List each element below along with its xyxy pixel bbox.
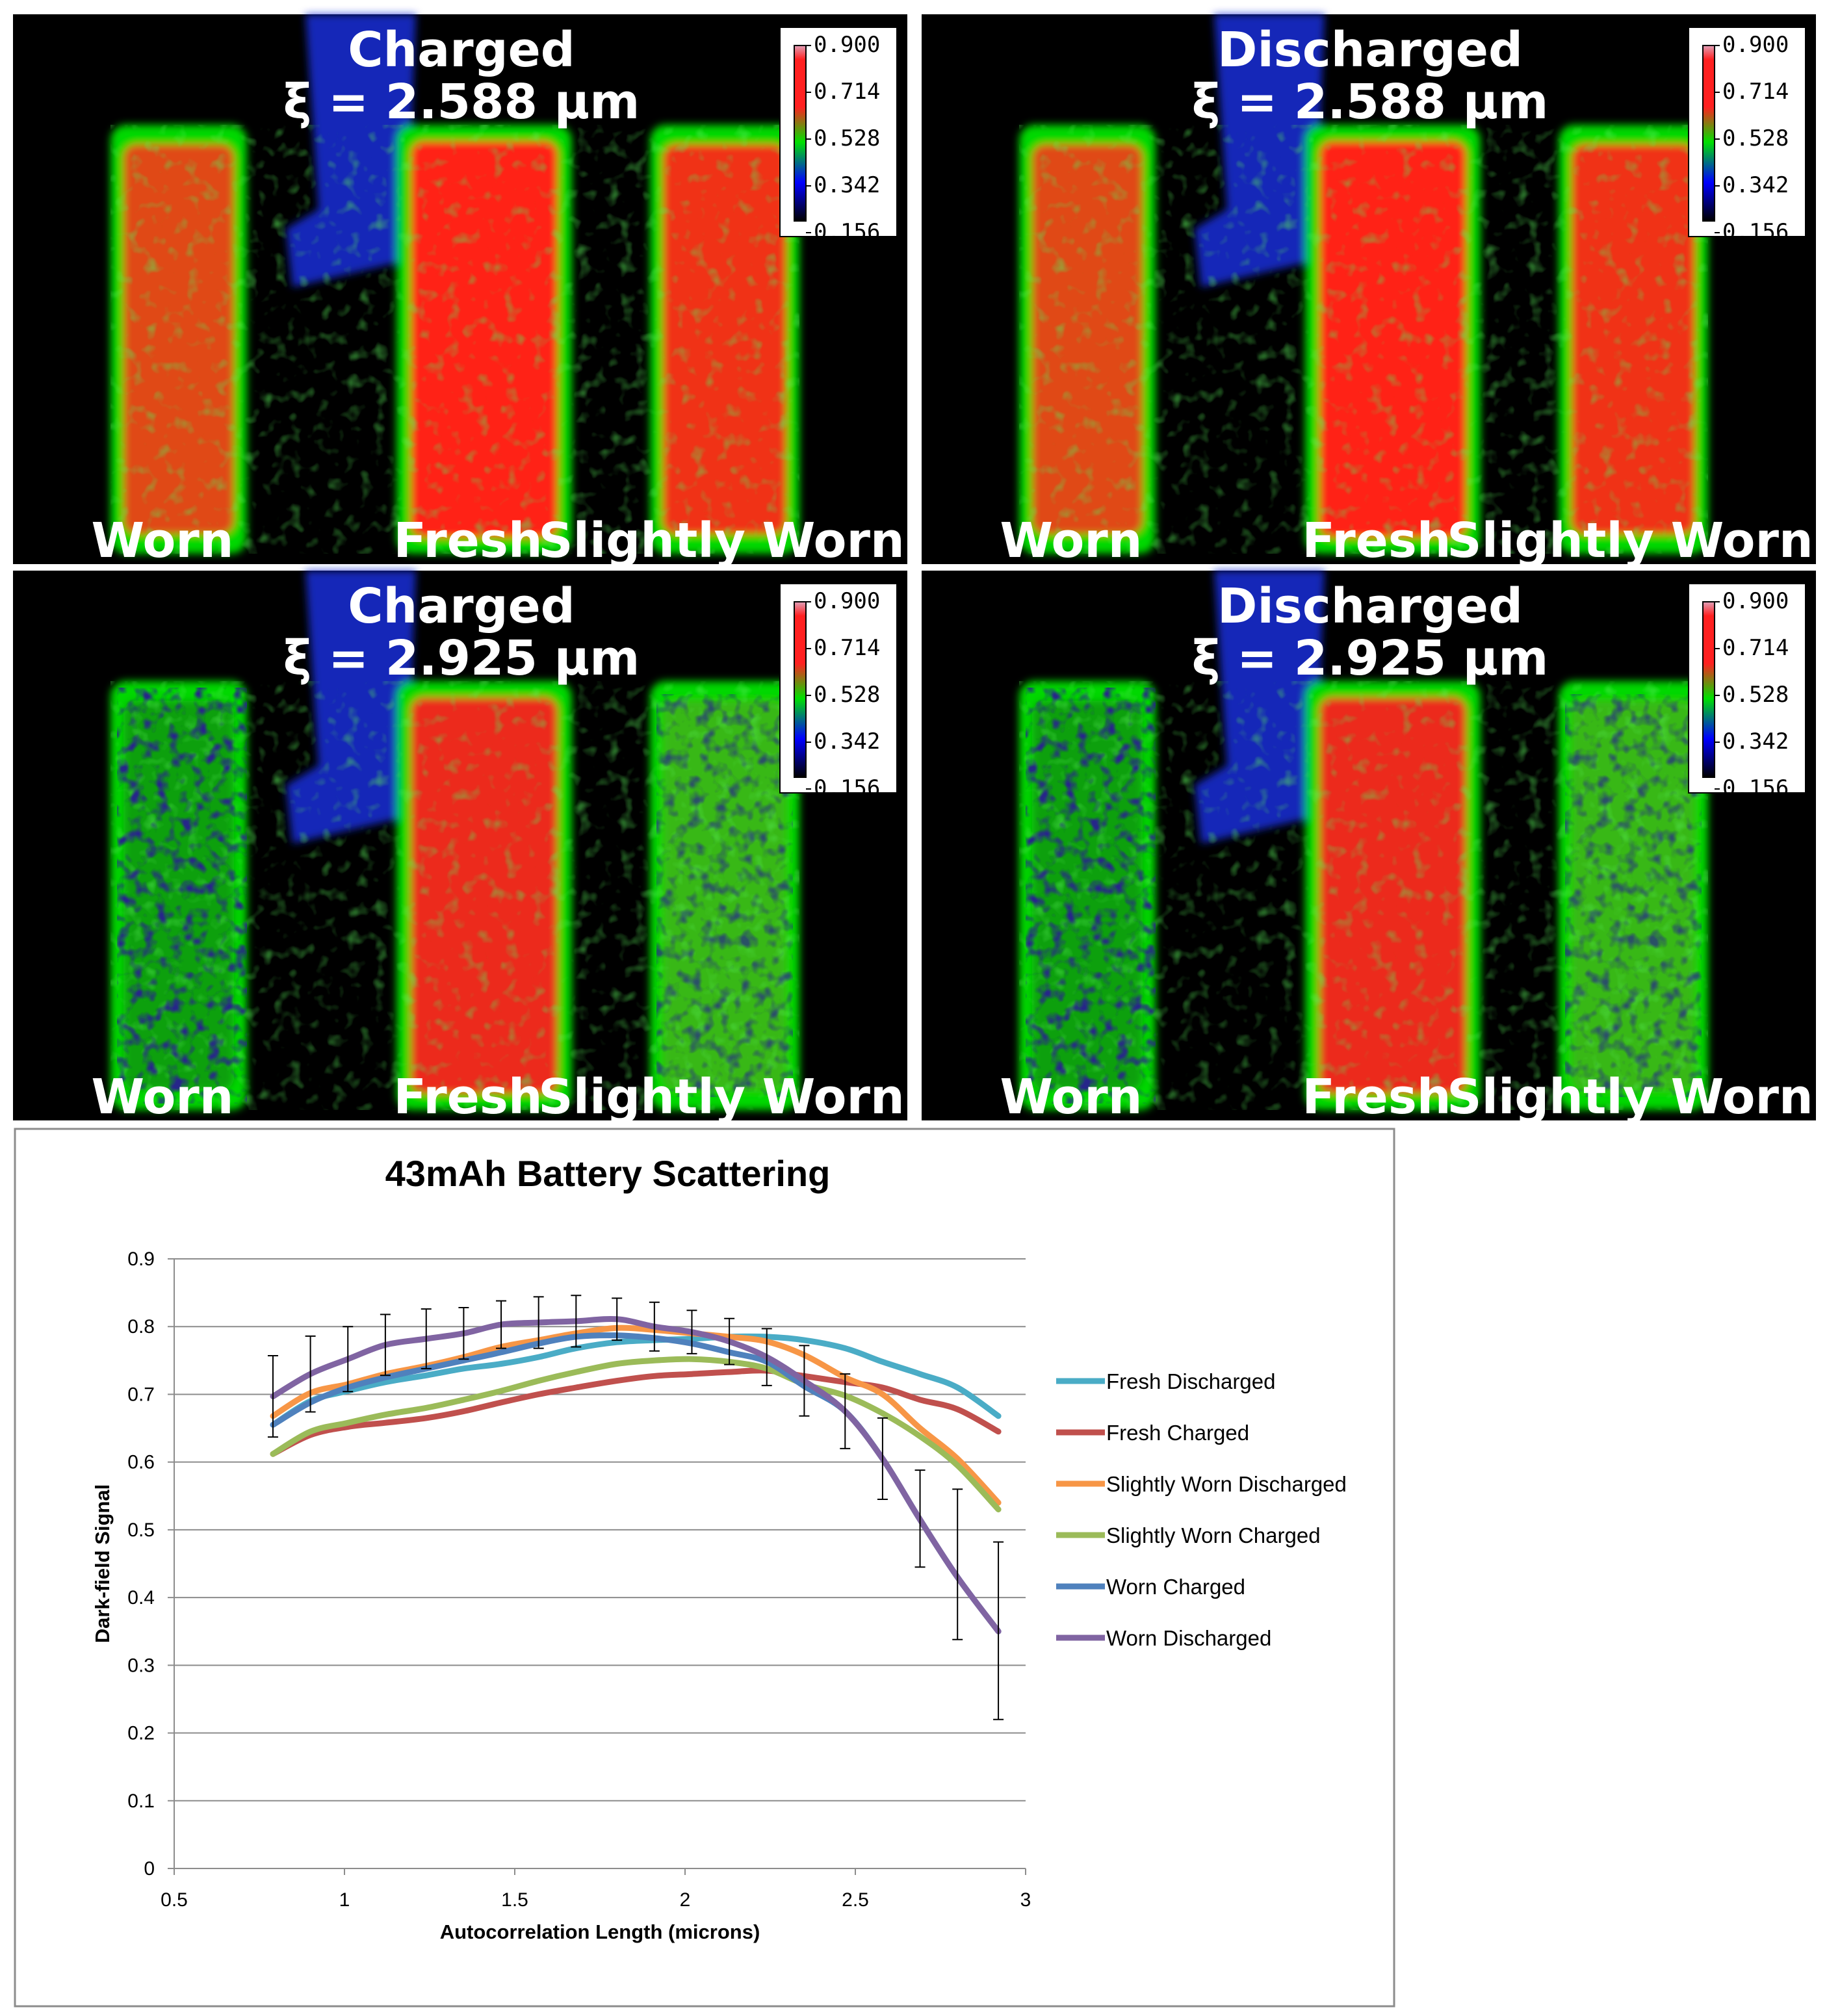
series-line (270, 1325, 1002, 1506)
panel-coherence-length: ξ = 2.588 μm (1192, 74, 1549, 130)
colorbar-tick-label: 0.714 (814, 635, 880, 661)
strip-label: Slightly Worn (538, 513, 904, 569)
speckle-texture (110, 125, 799, 554)
strip-label: Fresh (1302, 513, 1451, 569)
colorbar-tick-label: 0.342 (814, 172, 880, 198)
colorbar-tick-label: 0.528 (1722, 125, 1789, 151)
line-chart: 43mAh Battery Scattering 0 0.1 0.2 0.3 0.4 0.5… (14, 1128, 1395, 2008)
y-tick-label: 0.9 (127, 1248, 155, 1270)
colorbar-tick-label: 0.156 (1722, 219, 1789, 245)
x-axis-label: Autocorrelation Length (microns) (440, 1920, 760, 1943)
y-tick-label: 0.2 (127, 1723, 155, 1744)
x-tick-label: 0.5 (161, 1889, 188, 1911)
x-tick-label: 2.5 (842, 1889, 869, 1911)
legend-label: Fresh Charged (1106, 1421, 1249, 1445)
strip-label: Slightly Worn (538, 1069, 904, 1125)
legend-label: Worn Discharged (1106, 1626, 1271, 1650)
strip-label: Fresh (393, 513, 542, 569)
colorbar: 0.900 0.714 0.528 0.342 0.156 (1688, 583, 1806, 801)
colorbar-gradient (1702, 601, 1715, 778)
colorbar-gradient (1702, 45, 1715, 222)
colorbar-tick-label: 0.528 (814, 682, 880, 708)
y-axis-label: Dark-field Signal (91, 1484, 114, 1644)
legend-label: Fresh Discharged (1106, 1369, 1275, 1393)
colorbar-tick-label: 0.156 (814, 775, 880, 801)
series-line (270, 1333, 1002, 1428)
y-tick-label: 0.7 (127, 1384, 155, 1405)
colorbar: 0.900 0.714 0.528 0.342 0.156 (779, 583, 898, 801)
strip-label: Worn (91, 1069, 233, 1125)
worn-holes-texture (1026, 688, 1156, 1104)
slightly-worn-holes-texture (656, 694, 793, 1097)
strip-label: Worn (1000, 513, 1142, 569)
strip-label: Fresh (393, 1069, 542, 1125)
legend-label: Worn Charged (1106, 1575, 1245, 1599)
chart-title: 43mAh Battery Scattering (385, 1153, 831, 1194)
colorbar-tick-label: 0.342 (1722, 172, 1789, 198)
panel-coherence-length: ξ = 2.925 μm (283, 630, 640, 686)
x-tick-label: 1 (339, 1889, 350, 1911)
colorbar-gradient (794, 601, 807, 778)
colorbar-tick-label: 0.156 (1722, 775, 1789, 801)
colorbar-tick-label: 0.528 (1722, 682, 1789, 708)
panel-coherence-length: ξ = 2.925 μm (1192, 630, 1549, 686)
strip-label: Worn (91, 513, 233, 569)
colorbar-gradient (794, 45, 807, 222)
y-tick-label: 0.4 (127, 1587, 155, 1609)
y-tick-label: 0.6 (127, 1452, 155, 1473)
colorbar-tick-label: 0.900 (1722, 32, 1789, 58)
y-tick-label: 0 (144, 1858, 155, 1880)
y-tick-label: 0.3 (127, 1655, 155, 1676)
colorbar: 0.900 0.714 0.528 0.342 0.156 (1688, 27, 1806, 245)
colorbar-tick-label: 0.714 (1722, 635, 1789, 661)
y-tick-label: 0.8 (127, 1316, 155, 1338)
legend: Fresh Discharged Fresh Charged Slightly Wo… (1056, 1369, 1347, 1650)
series-line (270, 1367, 1002, 1457)
slightly-worn-holes-texture (1565, 694, 1702, 1097)
worn-holes-texture (117, 688, 247, 1104)
panel-title: Charged (348, 578, 575, 634)
colorbar-tick-label: 0.900 (814, 32, 880, 58)
strip-label: Slightly Worn (1447, 513, 1813, 569)
strip-label: Fresh (1302, 1069, 1451, 1125)
y-tick-label: 0.5 (127, 1519, 155, 1541)
y-tick-label: 0.1 (127, 1790, 155, 1812)
colorbar-tick-label: 0.342 (1722, 729, 1789, 755)
panel-title: Discharged (1217, 578, 1523, 634)
x-tick-label: 1.5 (501, 1889, 528, 1911)
panel-title: Charged (348, 22, 575, 78)
panel-coherence-length: ξ = 2.588 μm (283, 74, 640, 130)
colorbar-tick-label: 0.714 (814, 79, 880, 105)
colorbar-tick-label: 0.342 (814, 729, 880, 755)
chart-frame (14, 1128, 1395, 2008)
strip-label: Worn (1000, 1069, 1142, 1125)
speckle-texture (1019, 125, 1708, 554)
colorbar-tick-label: 0.900 (1722, 588, 1789, 614)
colorbar-tick-label: 0.714 (1722, 79, 1789, 105)
colorbar-tick-label: 0.900 (814, 588, 880, 614)
legend-label: Slightly Worn Charged (1106, 1523, 1321, 1547)
panel-title: Discharged (1217, 22, 1523, 78)
colorbar: 0.900 0.714 0.528 0.342 0.156 (779, 27, 898, 245)
legend-label: Slightly Worn Discharged (1106, 1472, 1347, 1496)
x-tick-label: 3 (1020, 1889, 1031, 1911)
x-tick-label: 2 (680, 1889, 691, 1911)
strip-label: Slightly Worn (1447, 1069, 1813, 1125)
colorbar-tick-label: 0.156 (814, 219, 880, 245)
colorbar-tick-label: 0.528 (814, 125, 880, 151)
series-line (270, 1356, 1002, 1513)
